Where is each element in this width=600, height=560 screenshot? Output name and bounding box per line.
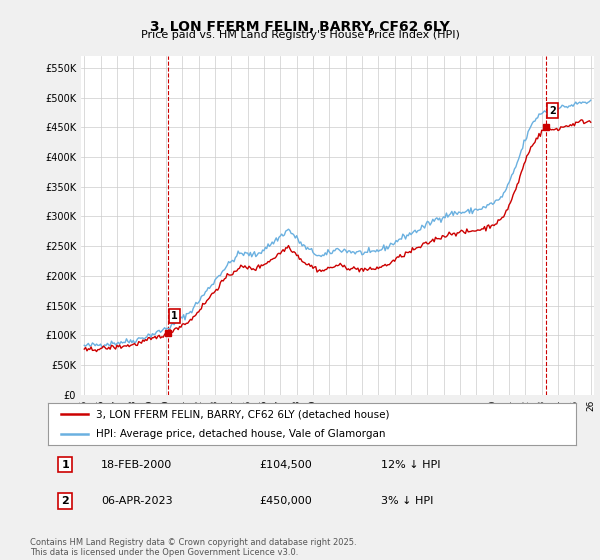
Text: 1: 1 [61,460,69,470]
Text: Price paid vs. HM Land Registry's House Price Index (HPI): Price paid vs. HM Land Registry's House … [140,30,460,40]
Text: Contains HM Land Registry data © Crown copyright and database right 2025.
This d: Contains HM Land Registry data © Crown c… [30,538,356,557]
Text: 3, LON FFERM FELIN, BARRY, CF62 6LY: 3, LON FFERM FELIN, BARRY, CF62 6LY [150,20,450,34]
Text: 3, LON FFERM FELIN, BARRY, CF62 6LY (detached house): 3, LON FFERM FELIN, BARRY, CF62 6LY (det… [95,409,389,419]
Text: 3% ↓ HPI: 3% ↓ HPI [380,496,433,506]
Text: 18-FEB-2000: 18-FEB-2000 [101,460,172,470]
Text: 1: 1 [171,311,178,321]
Text: 2: 2 [61,496,69,506]
Text: HPI: Average price, detached house, Vale of Glamorgan: HPI: Average price, detached house, Vale… [95,430,385,439]
Text: £450,000: £450,000 [259,496,312,506]
Text: 12% ↓ HPI: 12% ↓ HPI [380,460,440,470]
Text: £104,500: £104,500 [259,460,312,470]
Text: 06-APR-2023: 06-APR-2023 [101,496,172,506]
Text: 2: 2 [549,106,556,116]
